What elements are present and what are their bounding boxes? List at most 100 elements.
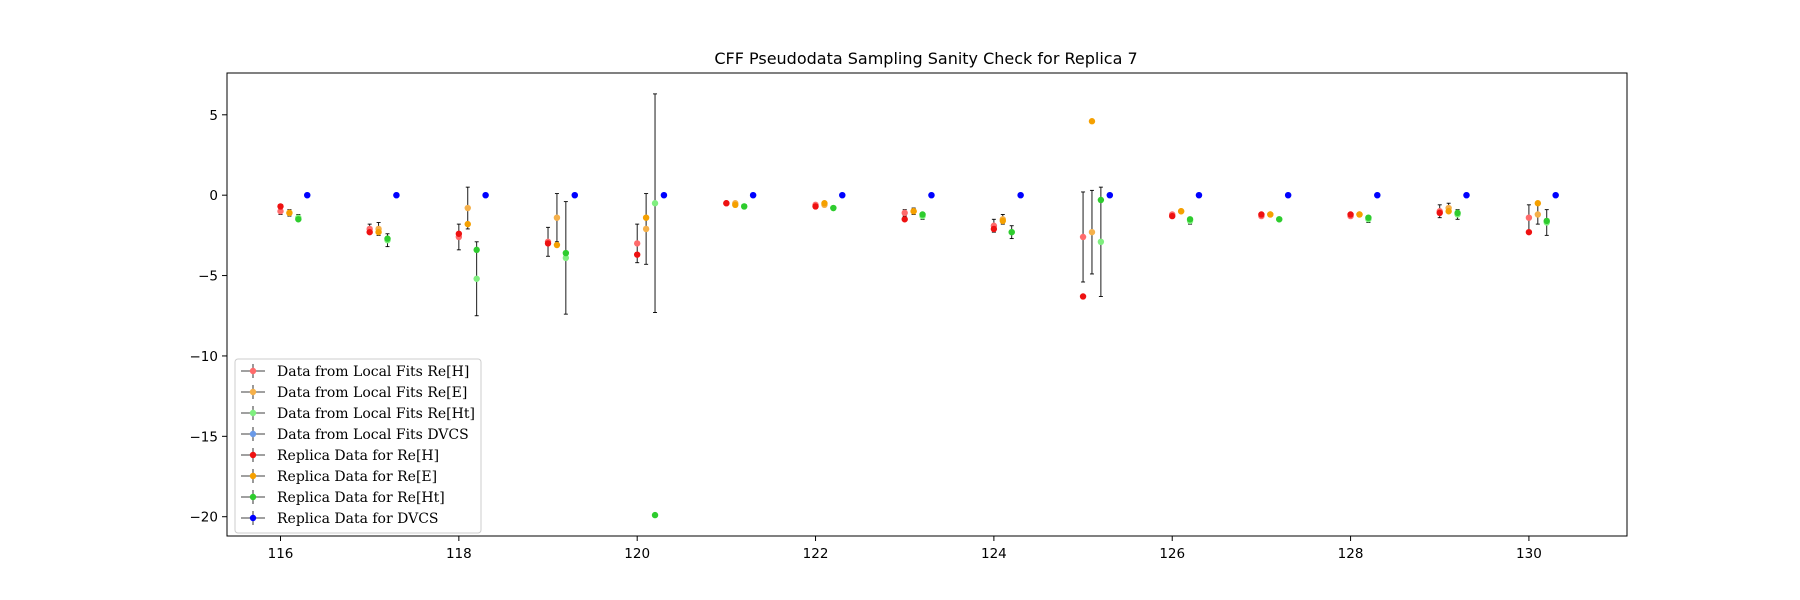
x-tick-label: 124	[981, 546, 1007, 562]
data-point	[1186, 216, 1194, 223]
data-point	[553, 214, 561, 221]
data-point	[901, 216, 908, 223]
data-point	[1534, 211, 1542, 218]
legend-marker	[249, 472, 257, 480]
data-point	[1079, 233, 1087, 241]
legend-marker	[249, 367, 257, 375]
y-tick-label: −15	[190, 429, 219, 445]
data-point	[1445, 208, 1452, 215]
data-point	[375, 228, 382, 236]
data-point	[1267, 211, 1274, 218]
data-point	[990, 225, 998, 233]
data-point	[277, 203, 284, 210]
data-point	[1534, 200, 1542, 207]
data-point	[473, 246, 480, 254]
data-point	[1543, 217, 1550, 225]
data-point	[1088, 118, 1096, 125]
data-point	[1169, 212, 1176, 220]
data-point	[1097, 196, 1105, 204]
data-point	[1008, 228, 1015, 236]
data-point	[482, 191, 489, 199]
data-point	[1097, 238, 1105, 246]
data-point	[544, 240, 552, 247]
data-point	[464, 220, 471, 228]
legend-label: Replica Data for Re[Ht]	[277, 490, 445, 506]
data-point	[1347, 211, 1354, 218]
data-point	[821, 200, 828, 207]
data-point	[1374, 191, 1381, 199]
legend-marker	[249, 493, 257, 501]
data-point	[1436, 209, 1443, 217]
data-point	[651, 200, 659, 207]
legend-marker	[249, 451, 257, 459]
legend-label: Replica Data for DVCS	[277, 511, 439, 527]
data-point	[553, 241, 561, 249]
data-point	[740, 203, 748, 210]
data-point	[1017, 191, 1024, 199]
data-point	[1552, 191, 1559, 199]
data-point	[839, 191, 846, 199]
chart-title: CFF Pseudodata Sampling Sanity Check for…	[714, 49, 1137, 68]
data-point	[812, 203, 819, 210]
data-point	[304, 191, 311, 199]
data-point	[749, 191, 757, 199]
y-tick-label: −20	[190, 510, 219, 526]
data-point	[1525, 214, 1533, 221]
axes-frame	[226, 72, 1628, 537]
legend-label: Data from Local Fits Re[Ht]	[277, 406, 475, 422]
data-point	[473, 275, 480, 282]
legend-label: Data from Local Fits Re[E]	[277, 385, 467, 401]
data-point	[366, 228, 373, 236]
x-tick-label: 122	[803, 546, 829, 562]
data-point	[562, 249, 570, 257]
data-point	[732, 201, 739, 209]
x-tick-label: 116	[268, 546, 294, 562]
data-point	[1258, 211, 1265, 218]
data-point	[1106, 191, 1114, 199]
x-tick-label: 130	[1516, 546, 1542, 562]
data-point	[384, 235, 391, 242]
legend-label: Data from Local Fits Re[H]	[277, 364, 469, 380]
y-tick-label: 0	[209, 188, 218, 204]
data-point	[1276, 216, 1283, 223]
data-point	[910, 208, 917, 215]
data-point	[660, 191, 668, 199]
data-point	[1525, 228, 1533, 236]
data-point	[1195, 191, 1203, 199]
y-tick-label: 5	[209, 108, 218, 124]
data-point	[571, 191, 578, 199]
data-point	[464, 204, 471, 212]
data-point	[901, 209, 908, 217]
data-point	[277, 208, 284, 215]
data-point	[830, 204, 837, 212]
x-tick-label: 120	[624, 546, 650, 562]
data-point	[651, 511, 659, 519]
legend-marker	[249, 388, 257, 396]
legend-marker	[249, 430, 257, 438]
data-point	[999, 217, 1006, 225]
legend-box	[234, 358, 482, 534]
y-tick-label: −5	[198, 269, 218, 285]
data-point	[455, 230, 463, 237]
legend-label: Replica Data for Re[H]	[277, 448, 439, 464]
data-point	[642, 225, 650, 233]
data-point	[1088, 228, 1096, 236]
data-point	[286, 209, 293, 217]
data-point	[1365, 214, 1372, 221]
x-tick-label: 118	[446, 546, 472, 562]
plot-area: 116 118 120 122 124 126 128 130 5 0 −5 −10 −15 −20 Dat…	[190, 72, 1628, 562]
data-point	[642, 214, 650, 221]
data-point	[1356, 211, 1363, 218]
legend-label: Data from Local Fits DVCS	[277, 427, 469, 443]
legend-marker	[249, 409, 257, 417]
data-point	[1079, 293, 1087, 300]
data-point	[1177, 208, 1185, 215]
data-point	[562, 254, 570, 262]
data-point	[919, 211, 926, 218]
x-tick-label: 126	[1159, 546, 1185, 562]
data-point	[1284, 191, 1292, 199]
data-point	[295, 216, 302, 223]
data-point	[723, 200, 730, 207]
data-point	[393, 191, 400, 199]
